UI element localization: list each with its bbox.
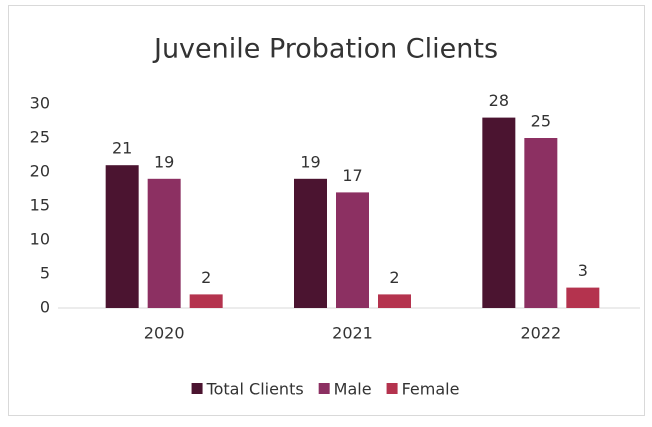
data-label: 2: [201, 268, 211, 287]
y-tick-label: 15: [30, 196, 50, 215]
y-tick-label: 25: [30, 128, 50, 147]
y-tick-label: 5: [40, 264, 50, 283]
legend-label: Total Clients: [206, 380, 304, 399]
data-label: 3: [578, 261, 588, 280]
bar: [105, 165, 139, 308]
y-tick-label: 0: [40, 298, 50, 317]
x-tick-label: 2021: [332, 324, 373, 343]
bar: [524, 138, 558, 308]
data-label: 2: [389, 268, 399, 287]
data-label: 19: [300, 152, 320, 171]
bar: [378, 294, 411, 308]
legend-swatch: [386, 383, 398, 394]
bar: [294, 178, 327, 308]
y-tick-label: 20: [30, 162, 50, 181]
bar: [482, 117, 516, 308]
legend-label: Female: [402, 380, 460, 399]
data-label: 19: [154, 152, 174, 171]
legend-swatch: [318, 383, 330, 394]
bar: [189, 294, 223, 308]
legend-swatch: [191, 383, 203, 394]
bar: [566, 287, 600, 308]
data-label: 28: [489, 91, 509, 110]
bar: [147, 178, 181, 308]
data-label: 25: [531, 112, 551, 131]
x-tick-label: 2020: [144, 324, 185, 343]
chart-title: Juvenile Probation Clients: [152, 34, 498, 65]
data-label: 17: [342, 166, 362, 185]
data-label: 21: [112, 139, 132, 158]
y-tick-label: 10: [30, 230, 50, 249]
bar: [336, 192, 369, 308]
legend-label: Male: [334, 380, 372, 399]
x-tick-label: 2022: [520, 324, 561, 343]
y-tick-label: 30: [30, 94, 50, 113]
